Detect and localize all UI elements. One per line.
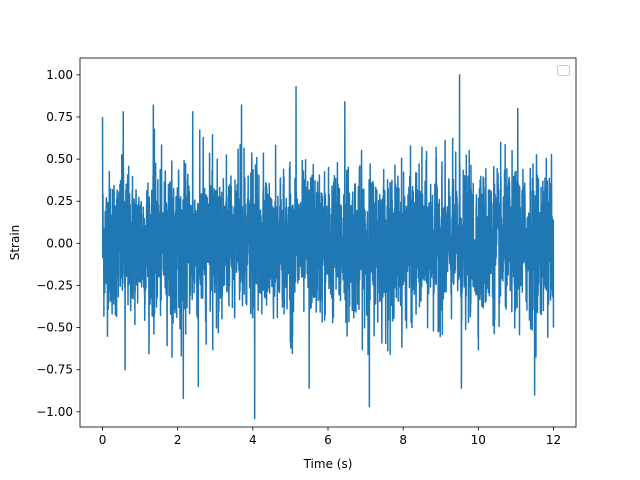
x-tick-label: 8 xyxy=(399,433,407,447)
y-tick-label: −0.25 xyxy=(36,278,73,292)
x-axis-label: Time (s) xyxy=(303,457,353,471)
legend-box xyxy=(557,65,570,76)
x-tick-label: 2 xyxy=(174,433,182,447)
x-tick-label: 12 xyxy=(546,433,561,447)
x-tick-label: 4 xyxy=(249,433,257,447)
y-tick-label: −1.00 xyxy=(36,405,73,419)
y-tick-label: 1.00 xyxy=(46,68,73,82)
y-tick-label: 0.00 xyxy=(46,236,73,250)
strain-series-line xyxy=(101,74,555,420)
y-tick-label: 0.25 xyxy=(46,194,73,208)
y-tick-label: 0.75 xyxy=(46,110,73,124)
x-tick-label: 0 xyxy=(99,433,107,447)
y-tick-label: −0.75 xyxy=(36,363,73,377)
y-axis-label: Strain xyxy=(8,225,22,261)
x-tick-label: 10 xyxy=(471,433,486,447)
x-tick-label: 6 xyxy=(324,433,332,447)
y-tick-label: 0.50 xyxy=(46,152,73,166)
y-tick-label: −0.50 xyxy=(36,321,73,335)
